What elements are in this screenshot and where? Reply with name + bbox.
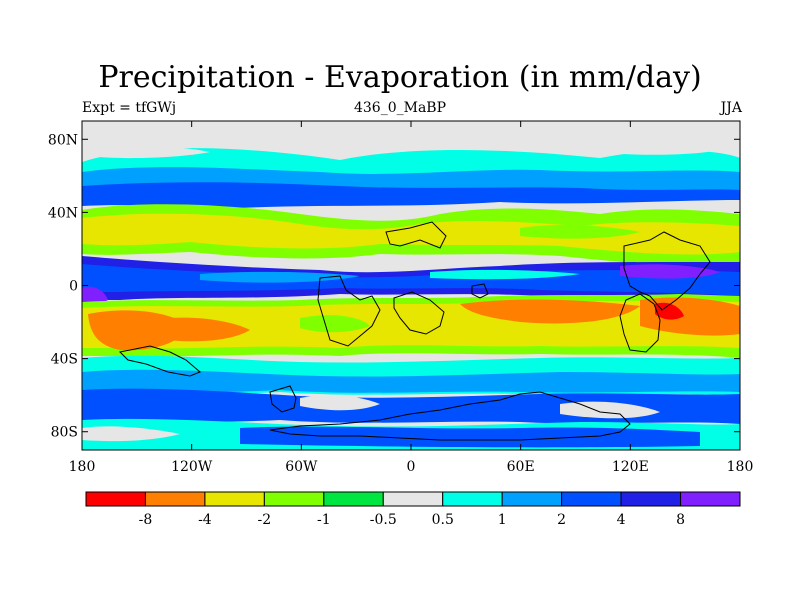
continent-outlines <box>118 221 711 441</box>
colorbar-label: 1 <box>498 512 507 528</box>
colorbar-swatch <box>442 491 503 507</box>
colorbar-swatch <box>144 491 206 507</box>
y-tick-label: 80S <box>51 425 78 441</box>
colorbar-swatch <box>620 491 682 507</box>
latitude-axis: 80N 40N 0 40S 80S <box>48 132 740 441</box>
x-tick-label: 0 <box>407 459 416 475</box>
y-tick-label: 80N <box>48 132 78 148</box>
x-tick-label: 120W <box>171 459 213 475</box>
season-label: JJA <box>720 100 742 116</box>
colorbar-label: -4 <box>198 512 212 528</box>
longitude-axis: 180 120W 60W 0 60E 120E 180 <box>69 121 754 475</box>
plot-title: Precipitation - Evaporation (in mm/day) <box>98 60 702 95</box>
age-label: 436_0_MaBP <box>353 100 447 116</box>
x-tick-label: 180 <box>69 459 96 475</box>
y-tick-label: 0 <box>69 279 78 295</box>
colorbar-swatch <box>204 491 265 507</box>
y-tick-label: 40S <box>51 352 78 368</box>
colorbar-label: -8 <box>139 512 153 528</box>
y-tick-label: 40N <box>48 205 78 221</box>
colorbar-label: -0.5 <box>370 512 397 528</box>
colorbar-swatch <box>561 491 622 507</box>
colorbar-swatch <box>263 491 325 507</box>
colorbar-swatch <box>382 491 444 507</box>
x-tick-label: 120E <box>612 459 649 475</box>
colorbar-label: 0.5 <box>432 512 454 528</box>
colorbar-label: 2 <box>557 512 566 528</box>
x-tick-label: 60W <box>285 459 318 475</box>
colorbar-label: -1 <box>317 512 331 528</box>
colorbar: -8 -4 -2 -1 -0.5 0.5 1 2 4 8 <box>85 491 741 528</box>
x-tick-label: 180 <box>727 459 754 475</box>
colorbar-swatch <box>501 491 563 507</box>
map-field <box>82 121 740 450</box>
colorbar-label: 8 <box>676 512 685 528</box>
colorbar-swatch <box>680 491 741 507</box>
experiment-label: Expt = tfGWj <box>82 100 177 116</box>
x-tick-label: 60E <box>507 459 535 475</box>
colorbar-label: 4 <box>617 512 626 528</box>
colorbar-label: -2 <box>258 512 272 528</box>
colorbar-swatch <box>85 491 146 507</box>
colorbar-swatch <box>323 491 384 507</box>
